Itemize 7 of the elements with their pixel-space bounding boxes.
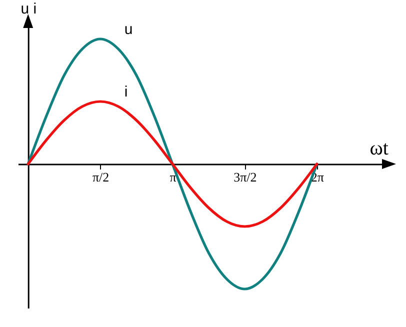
x-tick-label: π (170, 170, 177, 184)
x-axis-title: ωt (370, 138, 389, 160)
x-tick-label: π/2 (92, 170, 110, 184)
series-label: u (124, 21, 133, 38)
y-axis-title: u i (20, 0, 37, 18)
x-tick-label: 3π/2 (234, 170, 257, 184)
series-label: i (124, 84, 128, 100)
